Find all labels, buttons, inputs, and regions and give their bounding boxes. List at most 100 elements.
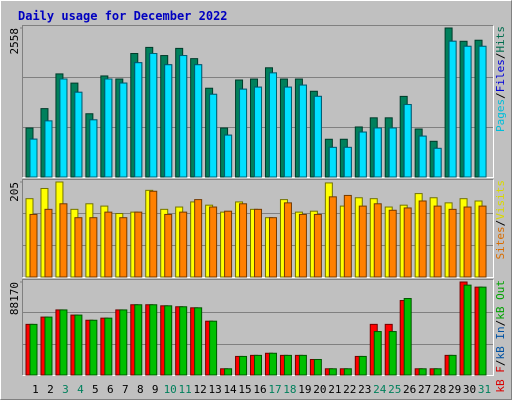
x-tick-label: 2 xyxy=(47,383,54,396)
x-tick-label: 15 xyxy=(238,383,251,396)
bar xyxy=(478,286,487,376)
x-tick-label: 22 xyxy=(343,383,356,396)
bar xyxy=(358,131,367,178)
bar xyxy=(358,355,367,376)
x-tick-label: 30 xyxy=(463,383,476,396)
bar xyxy=(298,213,307,278)
bar xyxy=(104,211,113,278)
legend-entry: Files xyxy=(494,59,507,92)
bar xyxy=(239,355,248,376)
bar xyxy=(59,78,68,178)
legend-entry: Hits xyxy=(494,26,507,53)
bar xyxy=(403,207,412,278)
bar xyxy=(104,78,113,178)
bar xyxy=(44,120,53,178)
x-tick-label: 11 xyxy=(179,383,192,396)
bar xyxy=(418,200,427,278)
bar xyxy=(89,119,98,178)
bar xyxy=(328,146,337,178)
bar xyxy=(119,82,128,178)
legend: Pages/Files/Hits xyxy=(494,26,507,132)
bar xyxy=(478,205,487,278)
bar xyxy=(239,88,248,178)
legend-entry: Sites xyxy=(494,226,507,259)
bar xyxy=(418,135,427,178)
bar xyxy=(268,217,277,278)
y-tick-label: 205 xyxy=(8,182,21,202)
bar xyxy=(373,127,382,178)
bar xyxy=(29,323,38,376)
legend: kB F/kB In/kB Out xyxy=(494,280,507,393)
bar xyxy=(164,305,173,376)
x-tick-label: 17 xyxy=(268,383,281,396)
bar xyxy=(313,213,322,278)
x-tick-label: 20 xyxy=(313,383,326,396)
y-tick-label: 2558 xyxy=(8,28,21,55)
x-tick-label: 21 xyxy=(328,383,341,396)
bar xyxy=(59,309,68,376)
bar xyxy=(89,217,98,278)
x-tick-label: 24 xyxy=(373,383,387,396)
bar xyxy=(194,307,203,376)
x-tick-label: 27 xyxy=(418,383,431,396)
bar xyxy=(224,210,233,278)
y-tick-label: 88170 xyxy=(8,282,21,315)
x-tick-label: 18 xyxy=(283,383,296,396)
bar xyxy=(298,354,307,376)
bar xyxy=(89,319,98,376)
bar xyxy=(119,217,128,278)
bar xyxy=(29,213,38,278)
bar xyxy=(194,199,203,278)
bar xyxy=(433,368,442,376)
bar xyxy=(164,64,173,178)
bar xyxy=(388,209,397,278)
bar xyxy=(298,84,307,178)
x-tick-label: 3 xyxy=(62,383,69,396)
bar xyxy=(448,208,457,278)
bar xyxy=(433,147,442,178)
x-tick-label: 6 xyxy=(107,383,114,396)
x-tick-label: 25 xyxy=(388,383,401,396)
legend-separator: / xyxy=(494,53,507,60)
legend-separator: / xyxy=(494,92,507,99)
plot-border xyxy=(22,179,494,278)
x-tick-label: 23 xyxy=(358,383,371,396)
bar xyxy=(29,138,38,178)
chart-title: Daily usage for December 2022 xyxy=(18,9,228,23)
bar xyxy=(74,314,83,376)
bar xyxy=(119,309,128,376)
legend-entry: kB F xyxy=(494,366,507,393)
x-tick-label: 16 xyxy=(253,383,266,396)
legend-entry: Visits xyxy=(494,180,507,220)
bar xyxy=(463,206,472,278)
bar xyxy=(403,298,412,376)
x-tick-label: 4 xyxy=(77,383,84,396)
bar xyxy=(134,304,143,376)
bar xyxy=(179,306,188,376)
x-tick-label: 1 xyxy=(32,383,39,396)
bar xyxy=(373,331,382,376)
x-tick-label: 19 xyxy=(298,383,311,396)
bar xyxy=(433,205,442,278)
bar xyxy=(179,211,188,278)
legend-entry: Pages xyxy=(494,99,507,132)
bar xyxy=(478,45,487,178)
bar xyxy=(463,45,472,178)
bar xyxy=(328,368,337,376)
bar xyxy=(418,368,427,376)
bar xyxy=(194,64,203,178)
x-tick-label: 12 xyxy=(194,383,207,396)
x-tick-label: 5 xyxy=(92,383,99,396)
bar xyxy=(254,86,263,178)
bar xyxy=(74,91,83,178)
bar xyxy=(134,62,143,178)
bar xyxy=(283,86,292,178)
plot-border xyxy=(22,279,494,376)
bar xyxy=(74,217,83,278)
bar xyxy=(283,354,292,376)
bar xyxy=(343,368,352,376)
bar xyxy=(209,93,218,178)
bar xyxy=(59,203,68,278)
